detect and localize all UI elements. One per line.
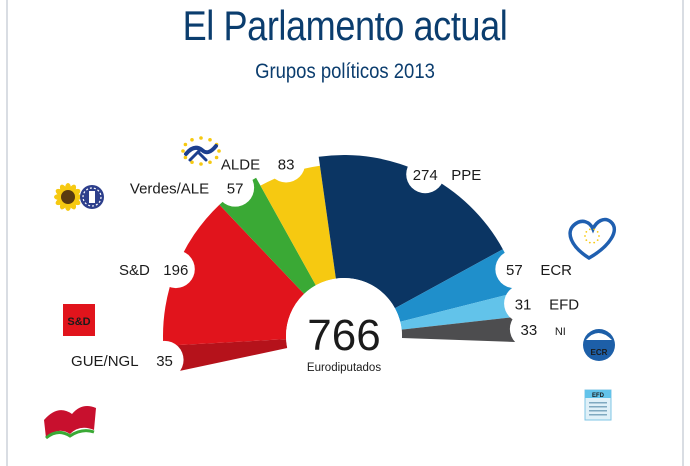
sector-ecr (394, 249, 520, 322)
sector-efd (400, 291, 524, 330)
value-label-verdes-ale: 57 (227, 181, 244, 198)
sector-ni (401, 315, 525, 343)
sd-logo: S&D (63, 304, 95, 336)
value-bubble-gue-ngl (145, 340, 184, 379)
ecr-logo-text: ECR (591, 348, 608, 357)
efd-logo-text: EFD (592, 393, 605, 399)
sector-verdes-ale (219, 177, 316, 294)
series-name-ecr: ECR (540, 262, 572, 279)
value-label-s-d: 196 (163, 262, 188, 279)
sector-gue-ngl (163, 339, 288, 374)
sunflower-logo (54, 183, 104, 211)
sector-ppe (318, 155, 503, 309)
value-bubble-s-d (156, 250, 195, 289)
value-bubble-alde (267, 144, 306, 183)
series-name-gue-ngl: GUE/NGL (71, 353, 139, 370)
gue-flag-logo (44, 406, 96, 440)
series-name-alde: ALDE (221, 156, 260, 173)
series-name-verdes-ale: Verdes/ALE (130, 181, 209, 198)
chart-title: El Parlamento actual (182, 2, 508, 49)
series-name-efd: EFD (549, 297, 579, 314)
value-bubble-ecr (495, 250, 534, 289)
value-label-alde: 83 (278, 156, 295, 173)
ecr-logo: ECR (583, 329, 615, 361)
left-border-line (6, 0, 8, 466)
value-label-ni: 33 (521, 322, 538, 339)
series-name-ni: NI (555, 326, 566, 338)
center-circle (286, 278, 402, 394)
series-name-ppe: PPE (451, 167, 481, 184)
sd-logo-text: S&D (67, 316, 90, 328)
value-label-ecr: 57 (506, 262, 523, 279)
value-bubble-ppe (406, 155, 445, 194)
sector-s-d (163, 204, 305, 346)
value-bubble-ni (509, 309, 548, 348)
right-border-line (682, 0, 684, 466)
chart-subtitle: Grupos políticos 2013 (255, 60, 435, 83)
sector-alde (260, 165, 336, 286)
series-name-s-d: S&D (119, 262, 150, 279)
value-bubble-verdes-ale (216, 168, 255, 207)
ppe-heart-logo (568, 217, 617, 261)
total-seats-label: 766 (307, 311, 380, 360)
value-label-efd: 31 (515, 297, 532, 314)
alde-stars-logo (181, 136, 221, 166)
total-seats-caption: Eurodiputados (307, 362, 381, 374)
value-label-gue-ngl: 35 (156, 353, 173, 370)
value-label-ppe: 274 (413, 167, 438, 184)
efd-logo: EFD (584, 389, 612, 421)
